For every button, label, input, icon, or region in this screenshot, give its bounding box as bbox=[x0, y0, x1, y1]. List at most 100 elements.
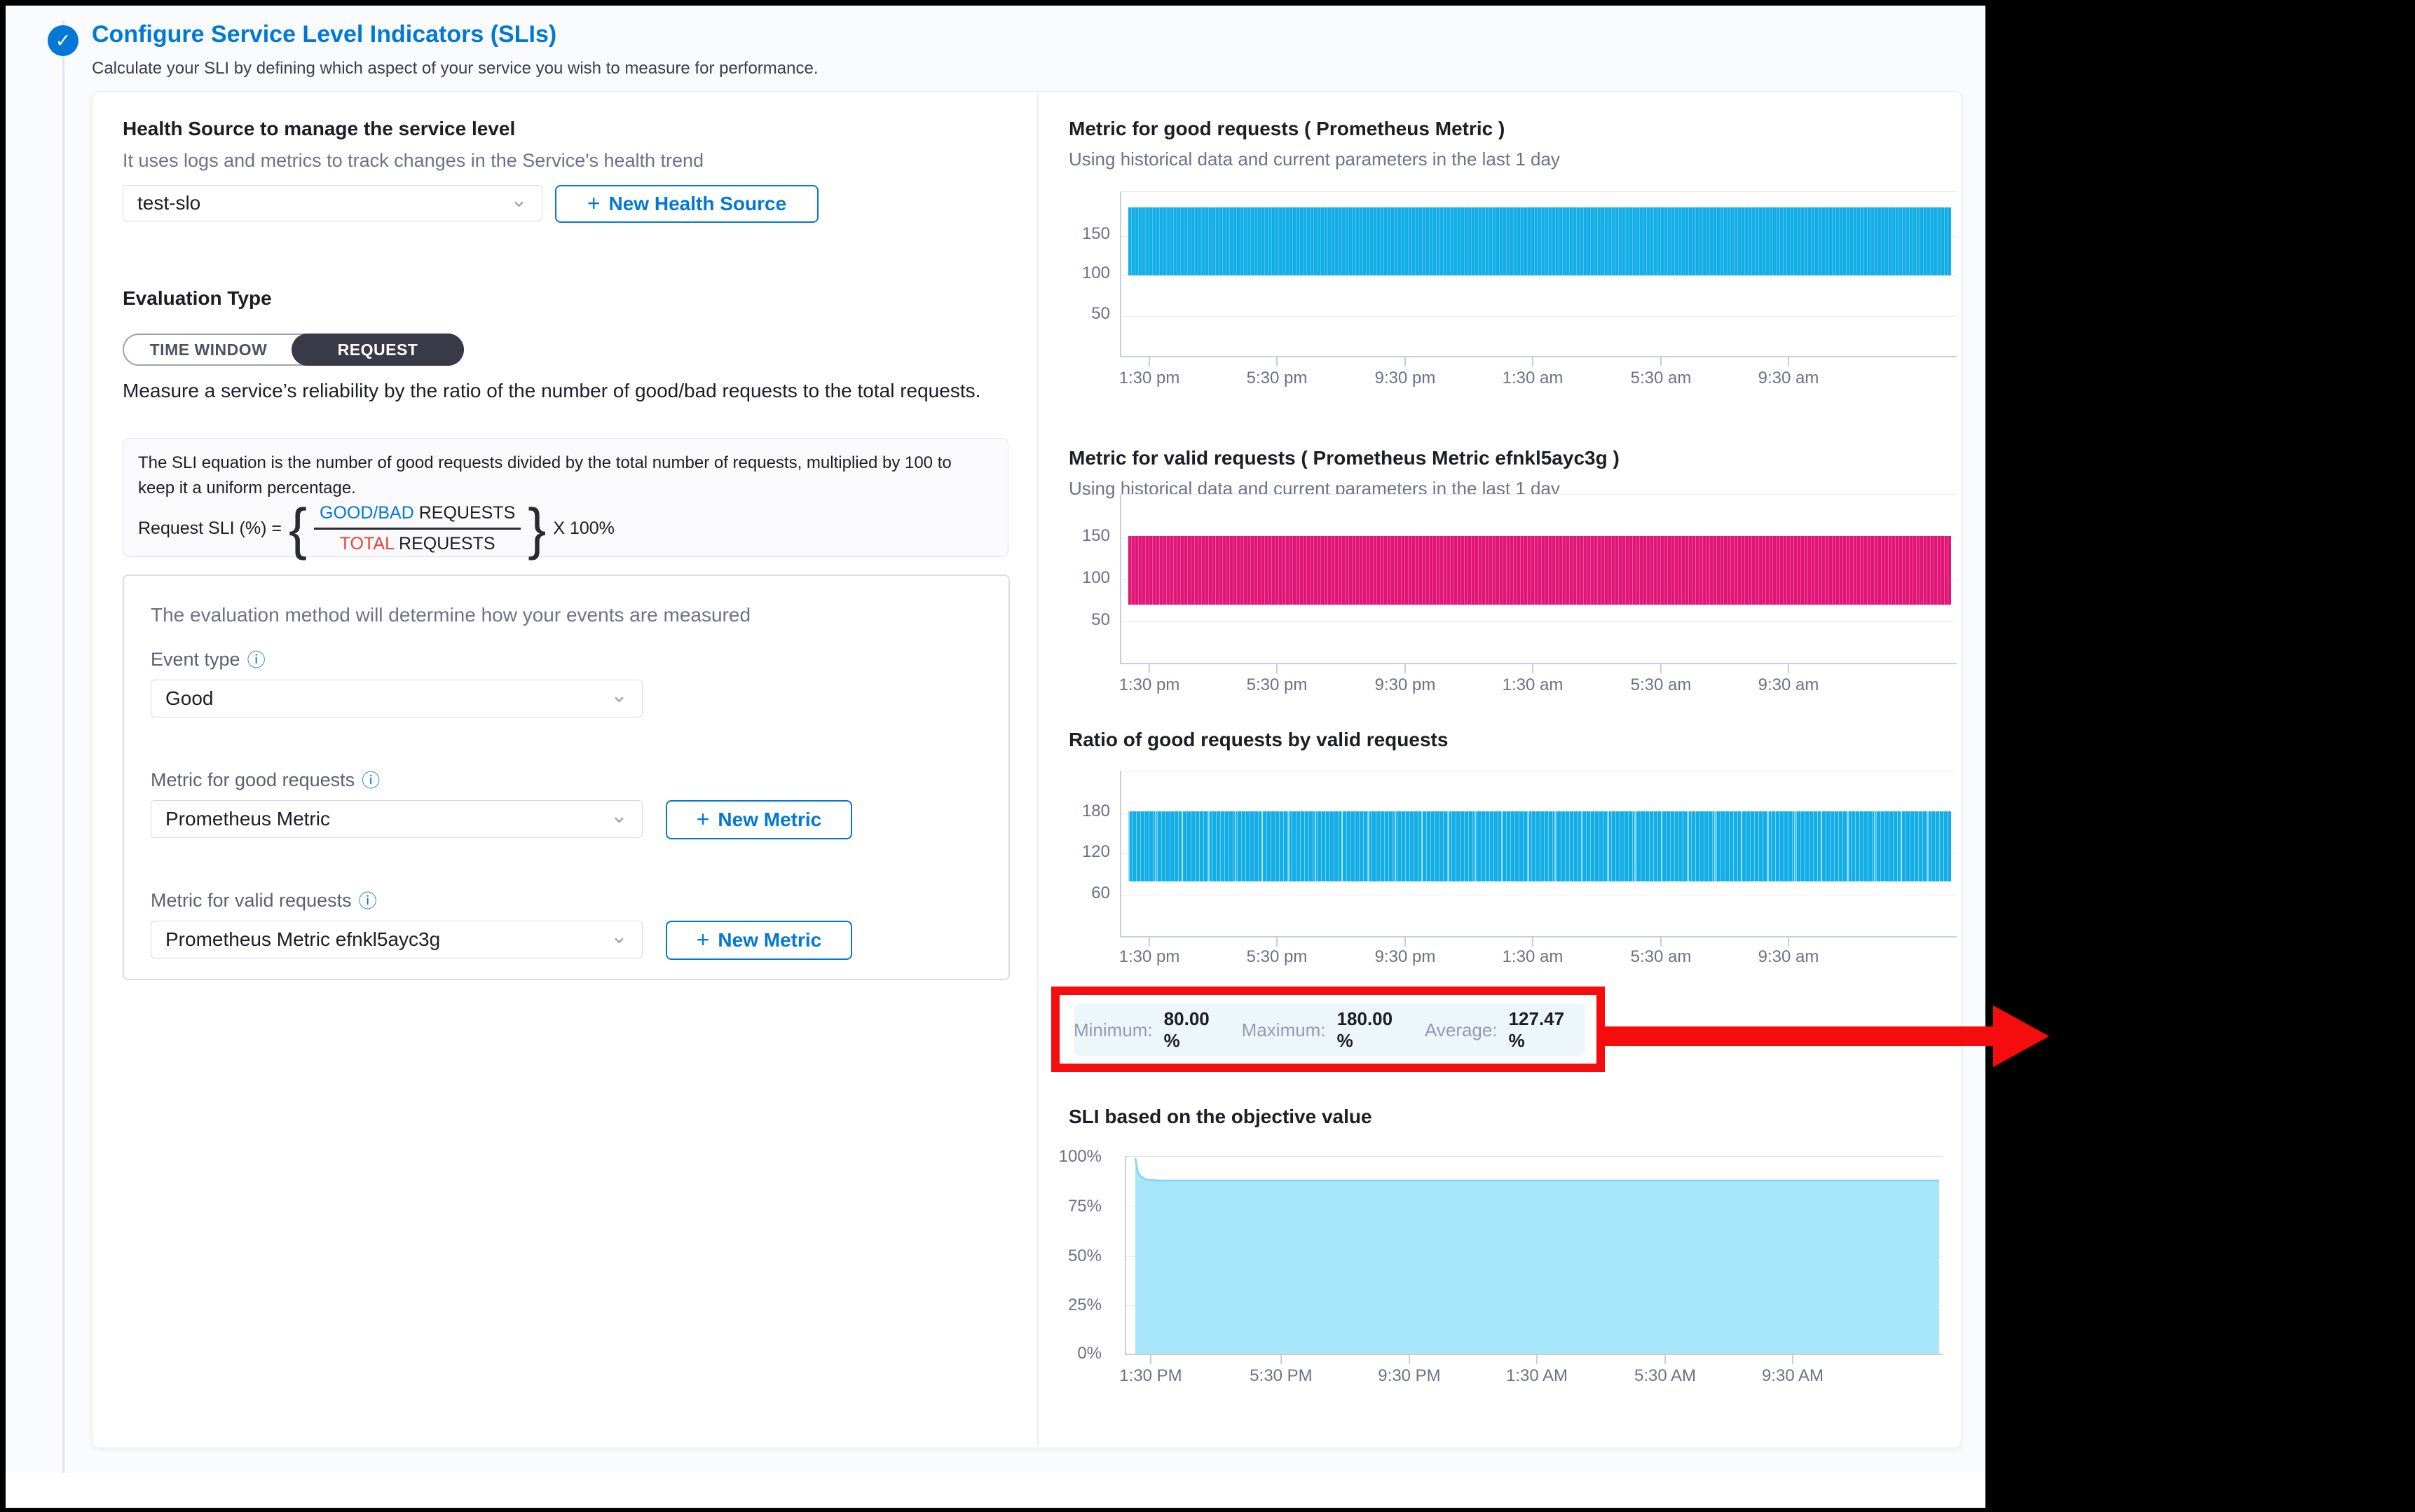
event-type-select-value: Good bbox=[165, 687, 214, 709]
y-tick: 180 bbox=[1081, 802, 1110, 820]
x-tickmark bbox=[1149, 664, 1150, 673]
x-tickmark bbox=[1664, 1354, 1666, 1364]
good-metric-label-text: Metric for good requests bbox=[151, 769, 355, 790]
y-tick: 100 bbox=[1081, 568, 1110, 587]
numerator-rest: REQUESTS bbox=[413, 503, 516, 523]
x-tick: 9:30 am bbox=[1758, 369, 1819, 387]
x-tickmark bbox=[1788, 357, 1789, 366]
y-tick: 25% bbox=[1067, 1295, 1102, 1314]
gridline bbox=[1121, 275, 1957, 276]
y-tick: 50 bbox=[1091, 304, 1110, 323]
y-tick: 150 bbox=[1081, 224, 1110, 243]
y-tick: 100 bbox=[1081, 263, 1110, 282]
valid-metric-label: Metric for valid requests ⓘ bbox=[151, 890, 377, 912]
y-tick: 75% bbox=[1067, 1197, 1102, 1216]
gridline bbox=[1121, 621, 1957, 622]
evaluation-type-toggle: TIME WINDOW REQUEST bbox=[123, 334, 464, 366]
new-good-metric-button-label: New Metric bbox=[718, 809, 822, 830]
chart-ratio-plot bbox=[1120, 771, 1957, 937]
new-valid-metric-button-label: New Metric bbox=[718, 929, 822, 951]
toggle-option-request[interactable]: REQUEST bbox=[292, 334, 464, 366]
chevron-down-icon: ⌄ bbox=[610, 684, 628, 707]
request-description: Measure a service’s reliability by the r… bbox=[123, 380, 981, 401]
x-tick: 1:30 am bbox=[1502, 675, 1564, 694]
plus-icon: + bbox=[587, 190, 601, 216]
health-source-label: Health Source to manage the service leve… bbox=[123, 118, 516, 139]
maximum-value: 180.00 % bbox=[1336, 1008, 1393, 1051]
new-valid-metric-button[interactable]: + New Metric bbox=[666, 921, 852, 960]
average-value: 127.47 % bbox=[1508, 1008, 1565, 1051]
total-highlight: TOTAL bbox=[339, 534, 395, 554]
x-tickmark bbox=[1792, 1354, 1793, 1364]
maximum-label: Maximum: bbox=[1241, 1019, 1326, 1040]
y-tick: 60 bbox=[1091, 884, 1110, 902]
minimum-label: Minimum: bbox=[1074, 1019, 1153, 1040]
x-tickmark bbox=[1532, 664, 1533, 673]
x-tick: 9:30 pm bbox=[1374, 369, 1436, 387]
x-tickmark bbox=[1276, 664, 1278, 673]
new-good-metric-button[interactable]: + New Metric bbox=[666, 800, 852, 839]
x-tickmark bbox=[1532, 937, 1533, 947]
valid-requests-series-band bbox=[1128, 536, 1951, 605]
equation-multiplier: X 100% bbox=[553, 518, 615, 538]
sli-equation-box bbox=[123, 438, 1008, 557]
x-tick: 5:30 am bbox=[1630, 947, 1692, 966]
x-tick: 9:30 PM bbox=[1378, 1366, 1441, 1385]
new-health-source-button-label: New Health Source bbox=[608, 193, 787, 214]
y-tick: 50% bbox=[1067, 1246, 1102, 1265]
x-tick: 5:30 pm bbox=[1246, 369, 1308, 387]
page-bottom-strip bbox=[6, 1473, 1985, 1508]
equation-denominator: TOTAL REQUESTS bbox=[334, 530, 501, 554]
step-complete-check-icon: ✓ bbox=[48, 25, 78, 56]
health-source-description: It uses logs and metrics to track change… bbox=[123, 150, 704, 171]
x-tick: 1:30 AM bbox=[1505, 1366, 1568, 1385]
chart-good-requests-plot bbox=[1120, 191, 1957, 357]
sli-equation-text: The SLI equation is the number of good r… bbox=[138, 453, 952, 497]
info-icon[interactable]: ⓘ bbox=[247, 649, 266, 671]
good-requests-series-band bbox=[1128, 207, 1951, 275]
good-metric-select[interactable]: Prometheus Metric ⌄ bbox=[151, 800, 643, 838]
new-health-source-button[interactable]: + New Health Source bbox=[555, 185, 819, 223]
chart-valid-requests-plot bbox=[1120, 494, 1957, 664]
ratio-stats-summary: Minimum: 80.00 % Maximum: 180.00 % Avera… bbox=[1074, 1003, 1585, 1057]
y-tick: 0% bbox=[1077, 1344, 1102, 1363]
valid-metric-label-text: Metric for valid requests bbox=[151, 890, 352, 911]
plus-icon: + bbox=[696, 806, 710, 832]
info-icon[interactable]: ⓘ bbox=[358, 890, 377, 912]
event-type-label: Event type ⓘ bbox=[151, 649, 266, 671]
health-source-select[interactable]: test-slo ⌄ bbox=[123, 185, 542, 221]
evaluation-type-label: Evaluation Type bbox=[123, 287, 272, 309]
valid-metric-select-value: Prometheus Metric efnkl5ayc3g bbox=[165, 928, 441, 950]
event-type-label-text: Event type bbox=[151, 649, 240, 670]
x-tick: 1:30 am bbox=[1502, 947, 1564, 966]
gridline bbox=[1121, 316, 1957, 317]
chart-ratio-title: Ratio of good requests by valid requests bbox=[1069, 729, 1449, 750]
x-tickmark bbox=[1788, 664, 1789, 673]
x-tickmark bbox=[1404, 664, 1406, 673]
page-title: Configure Service Level Indicators (SLIs… bbox=[92, 21, 557, 48]
x-tickmark bbox=[1536, 1354, 1538, 1364]
chart-sli-objective-plot bbox=[1125, 1156, 1943, 1355]
column-divider bbox=[1037, 92, 1039, 1446]
x-tick: 9:30 pm bbox=[1374, 675, 1436, 694]
x-tickmark bbox=[1150, 1354, 1151, 1364]
y-tick: 50 bbox=[1091, 610, 1110, 629]
x-tick: 9:30 am bbox=[1758, 947, 1819, 966]
event-type-select[interactable]: Good ⌄ bbox=[151, 680, 643, 717]
x-tickmark bbox=[1276, 937, 1278, 947]
info-icon[interactable]: ⓘ bbox=[362, 769, 381, 791]
evaluation-method-box bbox=[123, 575, 1010, 980]
x-tick: 9:30 pm bbox=[1374, 947, 1436, 966]
chevron-down-icon: ⌄ bbox=[610, 804, 628, 827]
valid-metric-select[interactable]: Prometheus Metric efnkl5ayc3g ⌄ bbox=[151, 921, 643, 958]
x-tick: 1:30 pm bbox=[1118, 675, 1180, 694]
check-icon: ✓ bbox=[55, 29, 71, 51]
x-tickmark bbox=[1149, 357, 1150, 366]
plus-icon: + bbox=[696, 926, 710, 952]
x-tickmark bbox=[1788, 937, 1789, 947]
toggle-option-time-window[interactable]: TIME WINDOW bbox=[149, 340, 268, 359]
chart-good-requests-title: Metric for good requests ( Prometheus Me… bbox=[1069, 118, 1505, 139]
x-tick: 9:30 am bbox=[1758, 675, 1819, 694]
brace-right-icon: } bbox=[528, 496, 547, 561]
x-tickmark bbox=[1280, 1354, 1282, 1364]
